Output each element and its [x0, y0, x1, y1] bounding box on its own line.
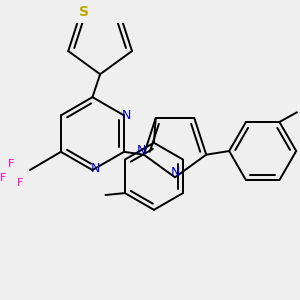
- Text: S: S: [79, 4, 89, 19]
- Text: N: N: [122, 109, 132, 122]
- Text: N: N: [136, 144, 146, 157]
- Text: N: N: [91, 162, 100, 175]
- Text: N: N: [170, 166, 180, 179]
- Text: F: F: [8, 159, 14, 169]
- Text: F: F: [17, 178, 23, 188]
- Text: F: F: [0, 173, 6, 183]
